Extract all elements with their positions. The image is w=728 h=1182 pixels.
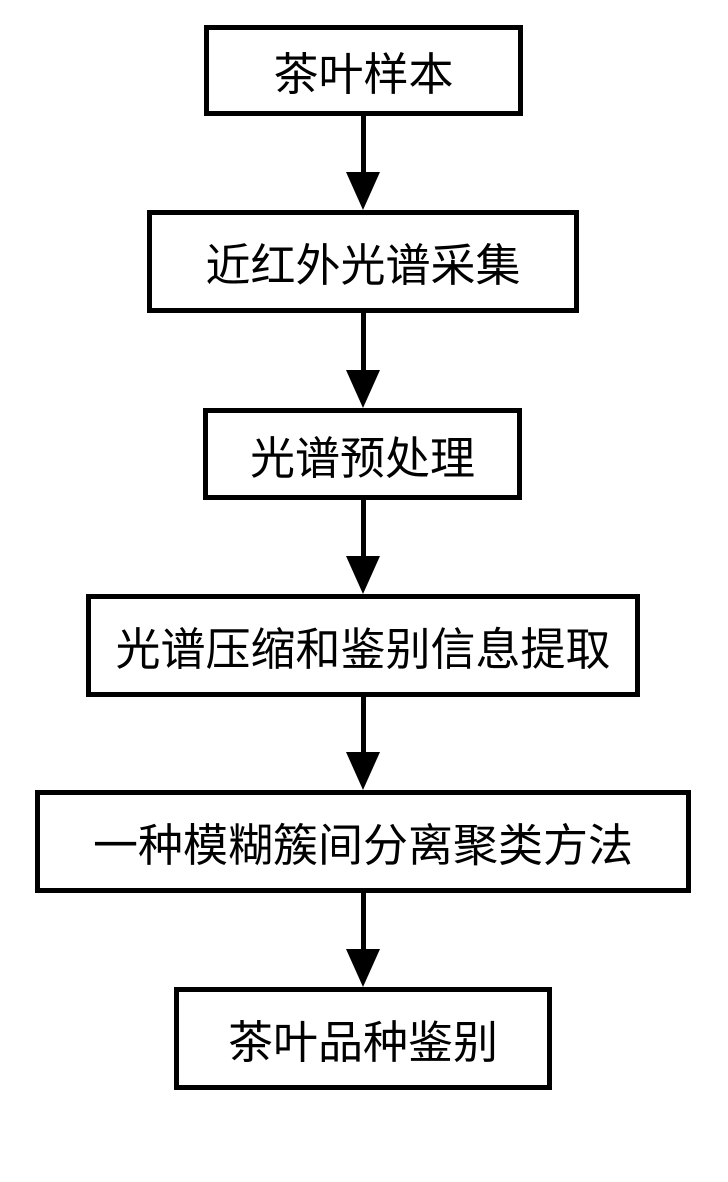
flow-arrow-line <box>361 500 366 556</box>
flow-arrow-line <box>361 116 366 172</box>
flow-arrow-head <box>346 949 380 987</box>
flow-arrow-head <box>346 556 380 594</box>
flow-node-b3: 光谱预处理 <box>203 408 522 500</box>
flow-arrow-head <box>346 752 380 790</box>
flow-node-label: 一种模糊簇间分离聚类方法 <box>93 809 633 874</box>
flow-node-label: 光谱压缩和鉴别信息提取 <box>115 613 610 678</box>
flow-node-b1: 茶叶样本 <box>204 25 523 116</box>
flow-node-label: 茶叶样本 <box>273 38 453 103</box>
flow-arrow-head <box>346 370 380 408</box>
flow-node-label: 光谱预处理 <box>250 422 475 487</box>
flow-node-b5: 一种模糊簇间分离聚类方法 <box>35 790 691 893</box>
flow-node-b2: 近红外光谱采集 <box>147 210 579 313</box>
flow-arrow-line <box>361 313 366 370</box>
flow-node-label: 茶叶品种鉴别 <box>228 1006 498 1071</box>
flow-node-label: 近红外光谱采集 <box>205 229 520 294</box>
flow-node-b4: 光谱压缩和鉴别信息提取 <box>86 594 640 697</box>
flow-node-b6: 茶叶品种鉴别 <box>174 987 552 1090</box>
flow-arrow-line <box>361 893 366 949</box>
flow-arrow-line <box>361 697 366 752</box>
flow-arrow-head <box>346 172 380 210</box>
